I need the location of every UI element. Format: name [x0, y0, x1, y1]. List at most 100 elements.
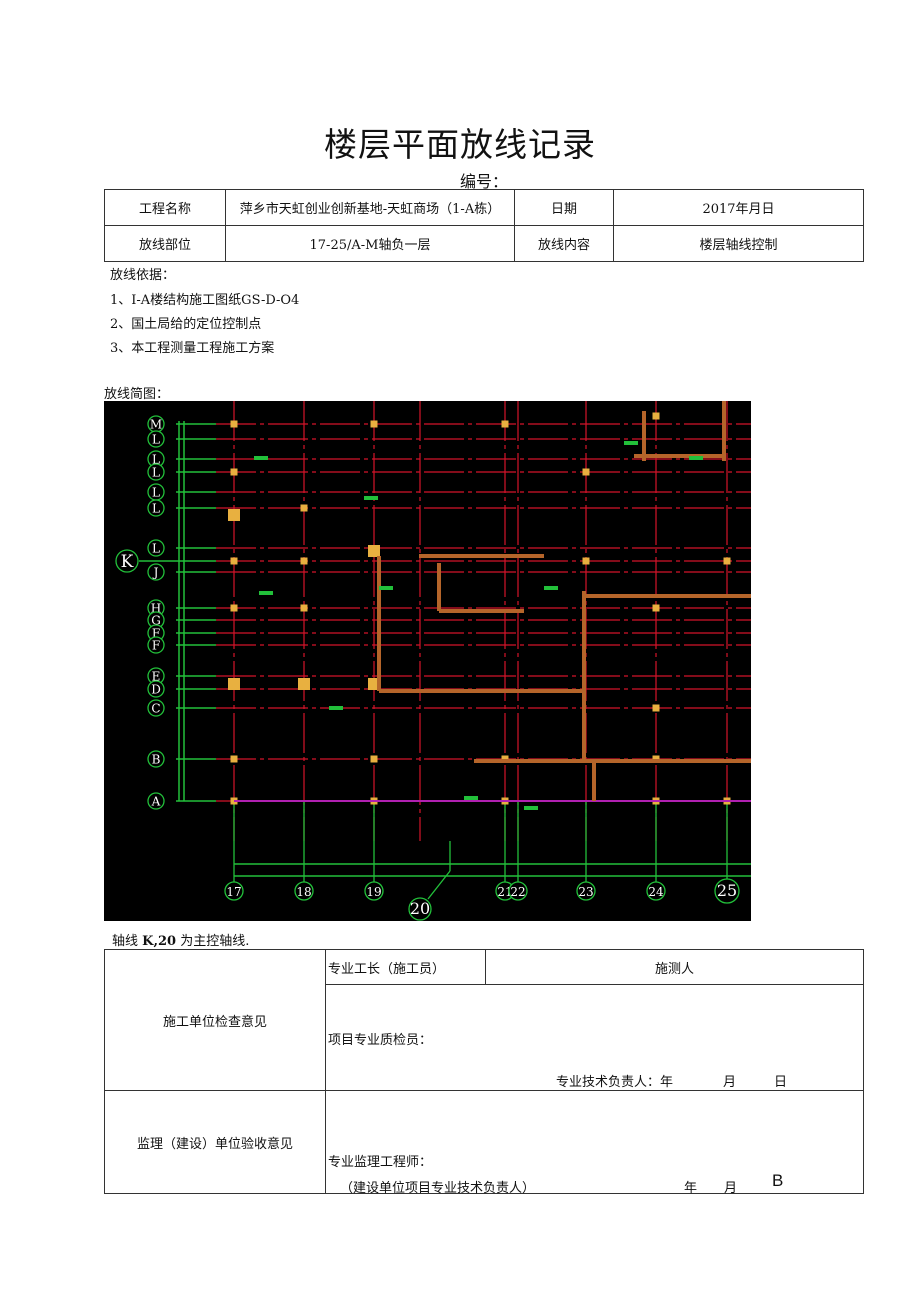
col-axis-label: 20	[410, 899, 430, 918]
row-axis-bubble	[115, 549, 139, 573]
row-axis-label: G	[151, 614, 161, 628]
col-axis-bubble	[408, 897, 432, 921]
col-axis-label: 17	[226, 885, 241, 899]
structural-column	[230, 755, 238, 763]
col-axis-label: 18	[296, 885, 311, 899]
basis-heading: 放线依据：	[110, 268, 176, 283]
structural-column	[300, 557, 308, 565]
row-axis-label: F	[152, 627, 160, 641]
cad-drawing: M L L L L L L K J H G F F E D C B A 17 18 19 20 21 22 23 24 25	[104, 401, 751, 921]
page-title: 楼层平面放线记录	[324, 125, 596, 164]
note-axes: K,20	[142, 934, 177, 949]
engineer-label: 专业监理工程师：	[328, 1155, 433, 1170]
col-axis-label: 22	[510, 885, 525, 899]
row-axis-label: L	[152, 542, 160, 556]
structural-column	[370, 420, 378, 428]
row-axis-bubble	[147, 539, 165, 557]
supervision-signature-cell: 专业监理工程师： （建设单位项目专业技术负责人） 年 月 B	[325, 1090, 864, 1196]
structural-column	[501, 420, 509, 428]
row-axis-bubble	[147, 636, 165, 654]
structural-column	[582, 468, 590, 476]
row-axis-bubble	[147, 563, 165, 581]
structural-column	[652, 604, 660, 612]
annotation-text	[379, 586, 393, 590]
sketch-label: 放线简图：	[104, 387, 170, 402]
month-label: 月	[724, 1181, 738, 1196]
row-axis-label: D	[151, 683, 161, 697]
year-label: 年	[684, 1181, 698, 1196]
structural-column	[230, 420, 238, 428]
location-label: 放线部位	[104, 225, 226, 262]
col-axis-bubble	[294, 881, 314, 901]
row-axis-bubble	[147, 499, 165, 517]
content-value: 楼层轴线控制	[613, 225, 864, 262]
annotation-text	[544, 586, 558, 590]
annotation-text	[689, 456, 703, 460]
location-value: 17-25/A-M轴负一层	[225, 225, 515, 262]
col-axis-bubble	[508, 881, 528, 901]
annotation-text	[254, 456, 268, 460]
row-axis-label: J	[152, 566, 159, 580]
row-axis-bubble	[147, 463, 165, 481]
annotation-text	[364, 496, 378, 500]
row-axis-bubble	[147, 750, 165, 768]
serial-number-label: 编号：	[460, 172, 509, 191]
col-axis-bubble	[714, 878, 740, 904]
col-axis-leader	[427, 870, 451, 900]
structural-column	[652, 412, 660, 420]
month-label: 月	[723, 1075, 737, 1090]
structural-column	[368, 545, 380, 557]
structural-column	[298, 678, 310, 690]
row-axis-label: E	[152, 670, 161, 684]
supervision-opinion-label: 监理（建设）单位验收意见	[104, 1090, 326, 1194]
construction-signature-cell: 项目专业质检员： 专业技术负责人：年 月 日	[325, 984, 864, 1091]
row-axis-label: L	[152, 486, 160, 500]
note-suffix: 为主控轴线.	[176, 934, 250, 949]
structural-column	[230, 604, 238, 612]
project-name-value: 萍乡市天虹创业创新基地-天虹商场（1-A栋）	[225, 189, 515, 226]
date-label: 日期	[514, 189, 614, 226]
row-axis-label: C	[151, 702, 160, 716]
main-axis-note: 轴线 K,20 为主控轴线.	[112, 930, 249, 949]
structural-column	[228, 678, 240, 690]
structural-column	[582, 557, 590, 565]
row-axis-label: A	[151, 795, 161, 809]
row-axis-label: L	[152, 466, 160, 480]
structural-column	[300, 604, 308, 612]
annotation-text	[259, 591, 273, 595]
row-axis-bubble	[147, 792, 165, 810]
col-axis-bubble	[646, 881, 666, 901]
annotation-text	[464, 796, 478, 800]
row-axis-label: L	[152, 502, 160, 516]
annotation-text	[329, 706, 343, 710]
surveyor-label: 施测人	[485, 949, 864, 985]
col-axis-bubble	[576, 881, 596, 901]
inspector-label: 项目专业质检员：	[328, 1033, 433, 1048]
structural-column	[652, 704, 660, 712]
row-axis-label: L	[152, 453, 160, 467]
structural-column	[230, 557, 238, 565]
structural-column	[370, 755, 378, 763]
project-name-label: 工程名称	[104, 189, 226, 226]
col-axis-label: 24	[648, 885, 664, 899]
owner-lead-label: （建设单位项目专业技术负责人）	[340, 1181, 536, 1196]
row-axis-label: M	[150, 418, 162, 432]
tech-lead-label: 专业技术负责人：年	[556, 1075, 674, 1090]
row-axis-label: L	[152, 433, 160, 447]
day-label: B	[772, 1171, 784, 1190]
col-axis-label: 23	[578, 885, 593, 899]
col-axis-bubble	[364, 881, 384, 901]
annotation-text	[624, 441, 638, 445]
structural-column	[723, 557, 731, 565]
info-table: 工程名称 萍乡市天虹创业创新基地-天虹商场（1-A栋） 日期 2017年月日 放…	[104, 189, 864, 262]
row-axis-label: K	[121, 552, 134, 572]
row-axis-bubble	[147, 680, 165, 698]
row-axis-bubble	[147, 430, 165, 448]
content-label: 放线内容	[514, 225, 614, 262]
col-axis-label: 19	[366, 885, 381, 899]
structural-column	[230, 468, 238, 476]
row-axis-bubble	[147, 699, 165, 717]
signature-table: 施工单位检查意见 专业工长（施工员） 施测人 项目专业质检员： 专业技术负责人：…	[104, 949, 864, 1196]
basis-item: 1、I-A楼结构施工图纸GS-D-O4	[110, 293, 300, 308]
